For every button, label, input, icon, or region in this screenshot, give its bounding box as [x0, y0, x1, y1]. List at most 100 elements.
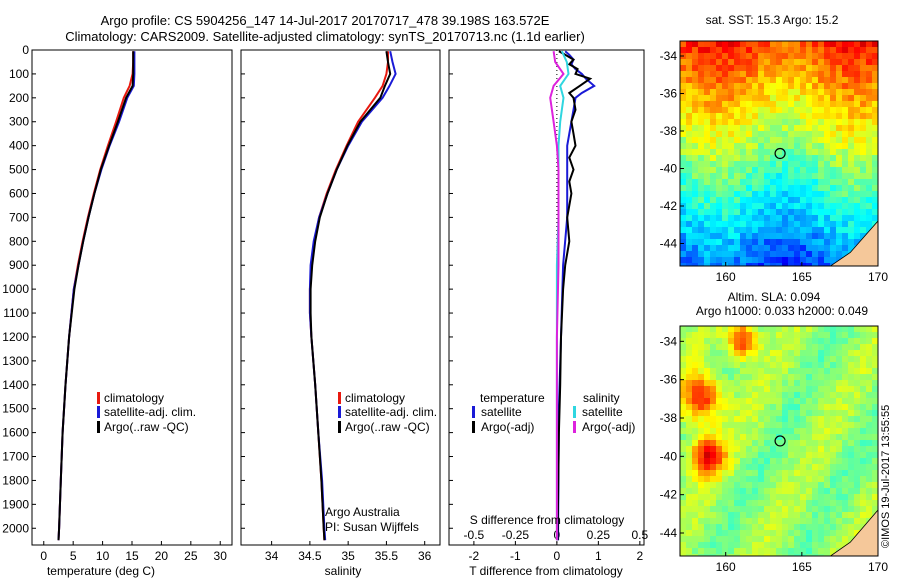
map-pixel	[710, 530, 717, 537]
temperature-xtick-label: 0	[40, 549, 47, 563]
map-pixel	[776, 221, 783, 228]
map-pixel	[692, 167, 699, 174]
map-pixel	[770, 512, 777, 519]
figure-title-line-2: Climatology: CARS2009. Satellite-adjuste…	[65, 29, 585, 44]
map-pixel	[680, 95, 687, 102]
map-pixel	[824, 209, 831, 216]
map-pixel	[812, 89, 819, 96]
map-pixel	[860, 125, 867, 132]
map-pixel	[680, 542, 687, 549]
map-pixel	[854, 452, 861, 459]
map-pixel	[812, 245, 819, 252]
map-pixel	[866, 215, 873, 222]
map-pixel	[842, 143, 849, 150]
map-pixel	[776, 350, 783, 357]
map-pixel	[680, 368, 687, 375]
map-pixel	[686, 506, 693, 513]
map-pixel	[806, 125, 813, 132]
map-pixel	[794, 149, 801, 156]
map-pixel	[824, 71, 831, 78]
map-pixel	[728, 203, 735, 210]
map-pixel	[854, 338, 861, 345]
map-pixel	[698, 167, 705, 174]
map-pixel	[788, 257, 795, 264]
map-pixel	[722, 446, 729, 453]
map-pixel	[824, 386, 831, 393]
map-pixel	[776, 209, 783, 216]
map-pixel	[710, 41, 717, 48]
map-pixel	[710, 356, 717, 363]
map-pixel	[788, 47, 795, 54]
map-pixel	[788, 458, 795, 465]
map-pixel	[860, 155, 867, 162]
map-pixel	[836, 179, 843, 186]
map-pixel	[698, 215, 705, 222]
map-pixel	[770, 410, 777, 417]
map-pixel	[794, 215, 801, 222]
map-pixel	[740, 512, 747, 519]
map-pixel	[776, 173, 783, 180]
map-pixel	[782, 173, 789, 180]
map-pixel	[728, 77, 735, 84]
map-pixel	[692, 263, 699, 266]
map-pixel	[794, 386, 801, 393]
map-pixel	[854, 518, 861, 525]
map-pixel	[704, 506, 711, 513]
map-pixel	[680, 233, 687, 240]
map-pixel	[758, 446, 765, 453]
map-pixel	[854, 476, 861, 483]
map-pixel	[830, 203, 837, 210]
map-pixel	[854, 326, 861, 333]
map-pixel	[740, 368, 747, 375]
map-pixel	[830, 452, 837, 459]
map-pixel	[722, 155, 729, 162]
map-pixel	[794, 548, 801, 555]
map-pixel	[800, 344, 807, 351]
map-pixel	[770, 332, 777, 339]
map-pixel	[710, 233, 717, 240]
map-pixel	[800, 53, 807, 60]
map-pixel	[830, 65, 837, 72]
map-pixel	[788, 167, 795, 174]
map-pixel	[704, 239, 711, 246]
map-pixel	[830, 113, 837, 120]
map-pixel	[686, 137, 693, 144]
map-pixel	[728, 518, 735, 525]
map-pixel	[806, 338, 813, 345]
map-pixel	[722, 362, 729, 369]
map-pixel	[800, 191, 807, 198]
map-pixel	[836, 356, 843, 363]
map-ytick-label: -42	[660, 488, 678, 502]
map-pixel	[848, 161, 855, 168]
map-pixel	[734, 113, 741, 120]
map-pixel	[710, 101, 717, 108]
map-pixel	[860, 464, 867, 471]
map-pixel	[740, 500, 747, 507]
map-pixel	[746, 428, 753, 435]
map-pixel	[716, 398, 723, 405]
map-pixel	[824, 326, 831, 333]
map-pixel	[872, 446, 878, 453]
sst-map-title: sat. SST: 15.3 Argo: 15.2	[706, 13, 839, 27]
map-pixel	[776, 107, 783, 114]
map-pixel	[752, 257, 759, 264]
map-pixel	[770, 326, 777, 333]
map-pixel	[812, 476, 819, 483]
map-pixel	[842, 185, 849, 192]
map-pixel	[740, 458, 747, 465]
map-pixel	[836, 41, 843, 48]
salinity-legend-swatch	[338, 421, 341, 433]
map-pixel	[794, 59, 801, 66]
map-pixel	[734, 518, 741, 525]
map-pixel	[752, 209, 759, 216]
map-pixel	[866, 125, 873, 132]
map-pixel	[686, 398, 693, 405]
map-pixel	[818, 326, 825, 333]
map-pixel	[686, 488, 693, 495]
map-pixel	[812, 227, 819, 234]
map-pixel	[854, 428, 861, 435]
map-pixel	[830, 404, 837, 411]
map-pixel	[866, 59, 873, 66]
map-pixel	[860, 428, 867, 435]
map-pixel	[848, 392, 855, 399]
